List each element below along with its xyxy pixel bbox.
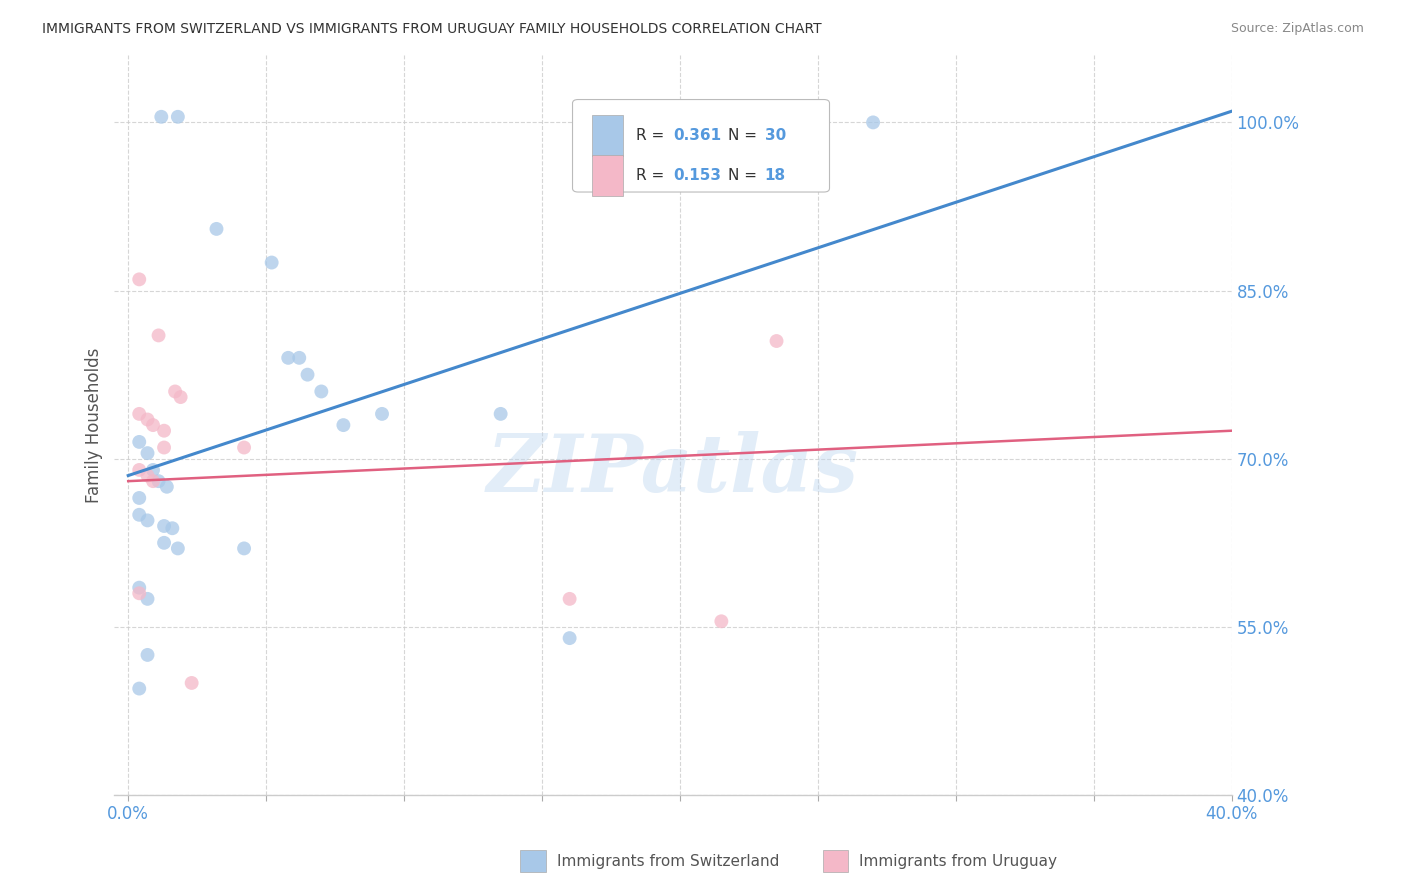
Point <box>128 586 150 600</box>
Point <box>277 351 299 365</box>
FancyBboxPatch shape <box>572 100 830 192</box>
Text: Source: ZipAtlas.com: Source: ZipAtlas.com <box>1230 22 1364 36</box>
Point <box>148 328 170 343</box>
Point <box>153 424 176 438</box>
Point <box>153 536 176 550</box>
Point <box>128 463 150 477</box>
Point <box>150 110 173 124</box>
Text: N =: N = <box>728 168 762 183</box>
FancyBboxPatch shape <box>592 155 623 196</box>
Point <box>180 676 202 690</box>
Point <box>153 519 176 533</box>
Point <box>128 491 150 505</box>
Point <box>297 368 319 382</box>
Text: 0.361: 0.361 <box>673 128 721 143</box>
Point <box>710 615 733 629</box>
Point <box>136 591 159 606</box>
Point <box>142 463 165 477</box>
Text: Immigrants from Switzerland: Immigrants from Switzerland <box>557 854 779 869</box>
Point <box>128 434 150 449</box>
Text: 0.153: 0.153 <box>673 168 721 183</box>
Point <box>128 407 150 421</box>
Point <box>136 412 159 426</box>
Point <box>136 513 159 527</box>
Point <box>136 446 159 460</box>
Point <box>142 418 165 433</box>
Point <box>156 480 179 494</box>
Point <box>136 468 159 483</box>
Point <box>169 390 191 404</box>
Point <box>165 384 187 399</box>
Text: 30: 30 <box>765 128 786 143</box>
Text: R =: R = <box>636 128 669 143</box>
Point <box>558 591 581 606</box>
Point <box>128 272 150 286</box>
Text: N =: N = <box>728 128 762 143</box>
Point <box>260 255 283 269</box>
Point <box>765 334 787 348</box>
Point <box>153 441 176 455</box>
Point <box>167 541 190 556</box>
Text: Immigrants from Uruguay: Immigrants from Uruguay <box>859 854 1057 869</box>
Text: 18: 18 <box>765 168 786 183</box>
Text: R =: R = <box>636 168 669 183</box>
Point <box>128 581 150 595</box>
Point <box>162 521 184 535</box>
Point <box>371 407 394 421</box>
Point <box>862 115 884 129</box>
Point <box>136 648 159 662</box>
Point <box>148 474 170 488</box>
Point <box>311 384 333 399</box>
Point <box>128 508 150 522</box>
Point <box>288 351 311 365</box>
Point <box>233 441 256 455</box>
Text: ZIPatlas: ZIPatlas <box>486 431 859 508</box>
Point <box>205 222 228 236</box>
FancyBboxPatch shape <box>592 115 623 156</box>
Point <box>142 474 165 488</box>
Point <box>489 407 512 421</box>
Y-axis label: Family Households: Family Households <box>86 347 103 503</box>
Point <box>558 631 581 645</box>
Point <box>167 110 190 124</box>
Text: IMMIGRANTS FROM SWITZERLAND VS IMMIGRANTS FROM URUGUAY FAMILY HOUSEHOLDS CORRELA: IMMIGRANTS FROM SWITZERLAND VS IMMIGRANT… <box>42 22 821 37</box>
Point <box>128 681 150 696</box>
Point <box>332 418 354 433</box>
Point <box>233 541 256 556</box>
